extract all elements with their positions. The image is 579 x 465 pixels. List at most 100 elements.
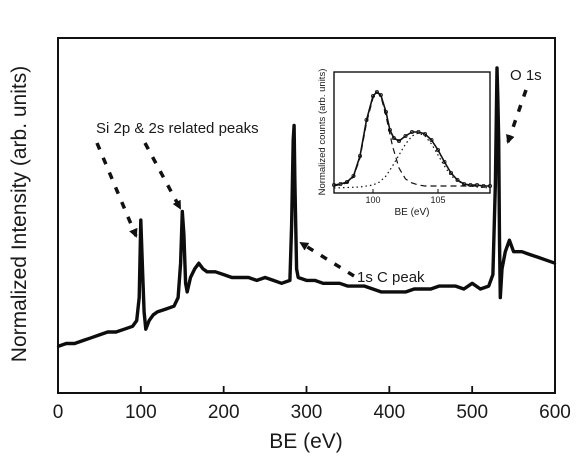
main-data-point	[495, 66, 499, 70]
main-data-point	[172, 305, 176, 308]
main-data-point	[141, 267, 144, 271]
main-data-point	[247, 276, 250, 279]
main-data-point	[508, 239, 511, 242]
inset-data-point	[403, 133, 408, 138]
main-data-point	[89, 336, 93, 339]
inset-measured-curve	[333, 90, 490, 187]
o1s-arrow	[506, 89, 528, 144]
inset-x-tick-label: 100	[365, 195, 380, 205]
main-data-point	[135, 319, 138, 322]
main-x-tick-label: 100	[125, 402, 157, 423]
main-data-point	[305, 279, 308, 282]
main-data-point	[182, 233, 186, 236]
main-data-point	[230, 276, 234, 279]
c1s-peak-annotation: 1s C peak	[357, 269, 425, 286]
main-data-point	[471, 282, 474, 285]
inset-data-point	[331, 182, 336, 187]
main-data-point	[56, 345, 60, 348]
main-data-point	[292, 138, 295, 141]
inset-x-axis-label: BE (eV)	[394, 207, 429, 218]
main-data-point	[379, 290, 383, 294]
main-data-point	[73, 342, 76, 345]
si-2p-arrow	[95, 142, 138, 238]
main-data-point	[193, 267, 196, 271]
main-data-point	[123, 328, 126, 331]
main-data-point	[184, 282, 187, 285]
main-data-point	[280, 282, 283, 285]
main-data-point	[131, 325, 134, 328]
main-data-point	[313, 279, 316, 282]
main-data-point	[321, 282, 325, 285]
main-data-point	[114, 330, 118, 334]
main-data-point	[288, 279, 292, 282]
main-data-point	[239, 276, 242, 279]
main-data-point	[164, 307, 167, 311]
main-data-point	[497, 138, 500, 141]
c1s-arrow	[299, 241, 355, 278]
main-data-point	[152, 313, 155, 316]
main-data-point	[346, 284, 350, 288]
main-data-point	[297, 276, 300, 279]
main-data-point	[421, 287, 424, 291]
inset-data-point	[409, 129, 414, 134]
main-data-point	[429, 287, 432, 291]
inset-x-ticks: 100 105	[365, 189, 446, 205]
inset-data-point	[435, 147, 440, 152]
main-x-tick-label: 600	[539, 402, 571, 423]
main-data-point	[413, 287, 416, 291]
si-2s-arrow	[143, 142, 182, 210]
main-data-point	[537, 256, 540, 259]
inset-data-point	[416, 129, 421, 134]
main-data-point	[181, 210, 184, 213]
main-data-point	[65, 342, 68, 345]
main-data-point	[437, 284, 441, 288]
main-data-point	[553, 262, 557, 265]
main-x-tick-label: 200	[208, 402, 240, 423]
main-data-point	[205, 270, 209, 273]
main-data-point	[462, 287, 466, 291]
main-data-point	[496, 95, 499, 98]
main-data-point	[388, 290, 391, 294]
main-data-point	[255, 279, 258, 282]
main-data-point	[355, 284, 358, 288]
main-data-point	[106, 330, 109, 334]
main-data-point	[98, 333, 101, 337]
main-data-point	[186, 290, 189, 294]
main-data-point	[330, 282, 333, 285]
main-data-point	[292, 124, 296, 127]
inset-data-point	[442, 159, 447, 164]
main-data-point	[222, 273, 225, 276]
main-data-point	[498, 239, 501, 242]
inset-data-point	[364, 118, 369, 123]
main-data-point	[293, 181, 297, 184]
inset-dotted-curve	[333, 132, 491, 189]
main-data-point	[545, 259, 548, 262]
main-data-point	[500, 267, 504, 271]
inset-x-tick-label: 105	[430, 195, 445, 205]
main-data-point	[363, 284, 366, 288]
inset-y-axis-label: Normalized counts (arb. units)	[317, 69, 328, 196]
main-series-group	[56, 66, 557, 349]
inset-data-point	[429, 137, 434, 142]
main-data-point	[487, 284, 490, 288]
main-data-point	[494, 181, 497, 184]
main-data-point	[147, 319, 151, 322]
main-data-point	[446, 284, 449, 288]
main-data-point	[144, 328, 147, 331]
inset-data-point	[391, 135, 396, 140]
main-data-point	[272, 279, 275, 282]
main-x-tick-label: 300	[291, 402, 323, 423]
inset-data-point	[338, 181, 343, 186]
main-data-point	[295, 267, 298, 271]
main-data-point	[179, 262, 182, 265]
main-data-point	[263, 276, 267, 279]
main-data-point	[504, 250, 507, 253]
main-data-point	[81, 339, 85, 342]
main-data-point	[491, 273, 495, 276]
main-x-tick-label: 0	[53, 402, 64, 423]
main-data-point	[479, 287, 482, 291]
main-y-axis-label: Normalized Intensity (arb. units)	[8, 66, 31, 362]
main-data-point	[156, 310, 159, 314]
